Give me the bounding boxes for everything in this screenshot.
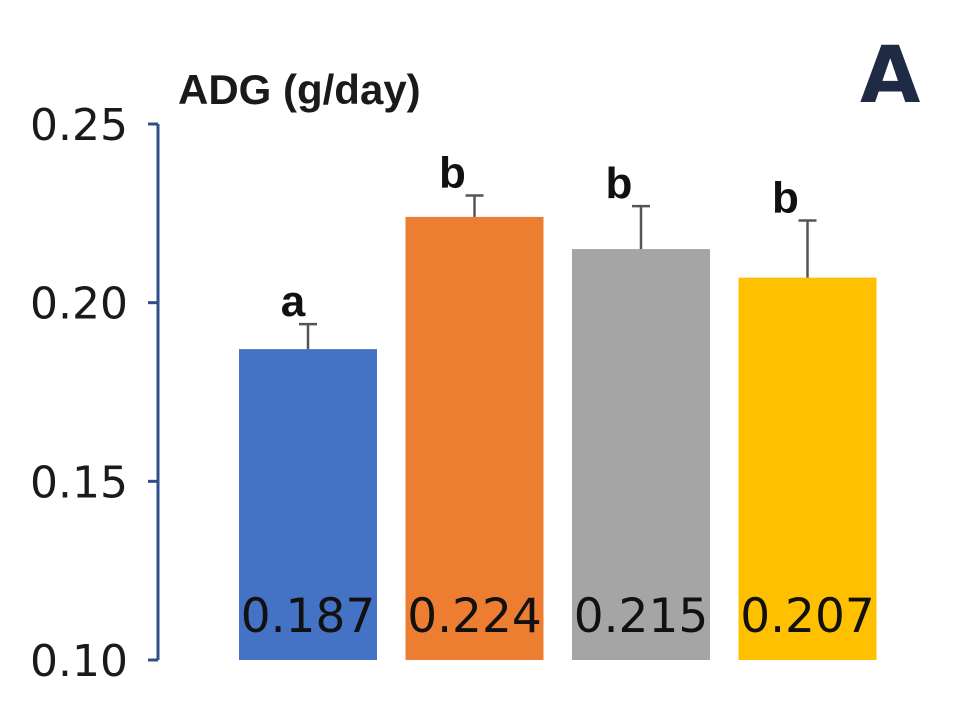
bar bbox=[738, 277, 877, 660]
y-tick-label: 0.25 bbox=[30, 100, 128, 151]
bar-value-label: 0.187 bbox=[241, 589, 376, 644]
y-tick-label: 0.20 bbox=[30, 279, 128, 330]
bar bbox=[405, 216, 544, 660]
y-tick-label: 0.10 bbox=[30, 636, 128, 687]
bar-value-label: 0.207 bbox=[740, 589, 875, 644]
y-tick-label: 0.15 bbox=[30, 457, 128, 508]
panel-label: A bbox=[860, 31, 920, 121]
y-axis: 0.10 0.15 0.20 0.25 bbox=[30, 100, 160, 687]
significance-label: b bbox=[772, 173, 799, 222]
bar-value-label: 0.224 bbox=[407, 589, 542, 644]
bar bbox=[239, 349, 377, 660]
significance-label: a bbox=[281, 277, 306, 326]
significance-label: b bbox=[606, 159, 633, 208]
bar-value-label: 0.215 bbox=[574, 589, 709, 644]
bars: a 0.187 b 0.224 b 0.215 b 0.207 bbox=[239, 148, 877, 661]
bar bbox=[572, 249, 710, 661]
y-axis-title: ADG (g/day) bbox=[178, 66, 421, 113]
significance-label: b bbox=[439, 148, 466, 197]
